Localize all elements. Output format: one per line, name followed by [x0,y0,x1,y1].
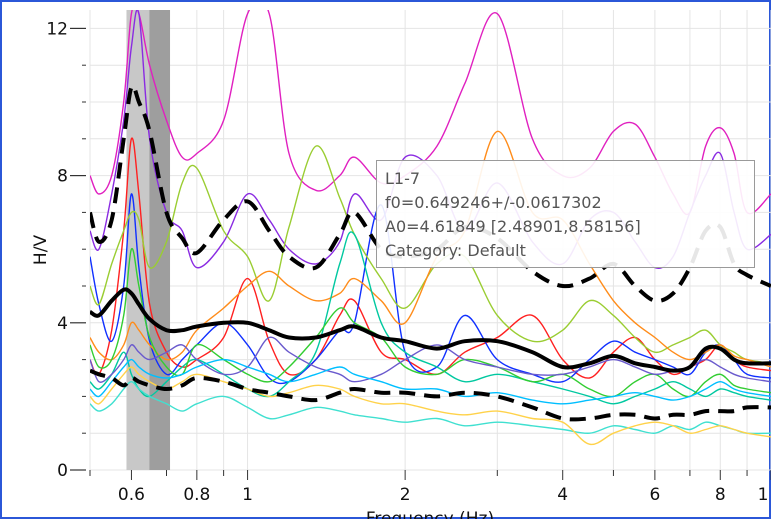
y-tick-label: 12 [46,19,68,39]
tooltip-window-id: L1-7 [385,169,421,188]
tooltip-a0: A0=4.61849 [2.48901,8.58156] [385,217,641,236]
x-tick-label: 2 [400,485,411,505]
x-tick-label: 6 [649,485,660,505]
series-line-window-9 [90,231,771,405]
x-tick-label: 8 [715,485,726,505]
y-tick-label: 8 [57,167,68,187]
x-tick-label: 0.8 [183,485,210,505]
x-tick-label: 1 [242,485,253,505]
y-tick-label: 4 [57,314,68,334]
x-tick-label: 0.6 [118,485,145,505]
series-line-window-11 [90,366,771,446]
f0-band-lower [126,10,150,470]
y-tick-label: 0 [57,461,68,481]
series-line-window-14 [90,358,771,405]
axes [70,27,771,480]
x-axis-title: Frequency (Hz) [366,509,494,519]
tooltip-category: Category: Default [385,241,526,260]
f0-band [126,10,171,470]
series-line-lower-2 [90,368,771,422]
peak-tooltip: L1-7 f0=0.649246+/-0.0617302 A0=4.61849 … [376,160,755,268]
series-line-mean-0 [90,287,771,373]
y-axis-title: H/V [31,235,51,266]
series-line-window-10 [90,381,771,435]
x-tick-label: 4 [557,485,568,505]
tooltip-f0: f0=0.649246+/-0.0617302 [385,193,602,212]
series-line-window-7 [90,145,771,364]
series-line-window-8 [90,130,771,368]
x-tick-label: 1 [758,485,769,505]
series-line-window-5 [90,137,771,379]
